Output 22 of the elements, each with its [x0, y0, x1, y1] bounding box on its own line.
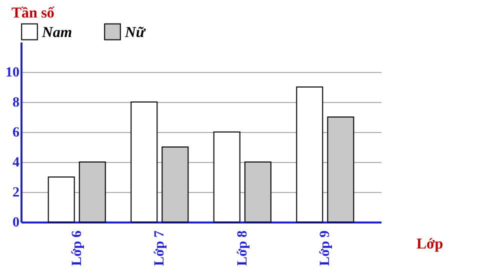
x-axis-title: Lớp	[416, 236, 444, 252]
x-tick-label: Lớp 9	[318, 230, 334, 266]
bar	[213, 132, 240, 222]
x-tick-label: Lớp 6	[70, 230, 85, 266]
x-tick-label: Lớp 7	[152, 230, 168, 266]
y-tick-label: 2	[12, 186, 20, 200]
bar	[244, 162, 272, 222]
x-tick-label: Lớp 8	[235, 230, 250, 266]
bar	[327, 116, 354, 222]
bar	[162, 146, 189, 222]
bar	[130, 102, 158, 222]
y-tick-label: 8	[12, 96, 20, 110]
y-tick-label: 4	[12, 156, 20, 170]
y-tick-label: 0	[12, 216, 20, 230]
y-axis-title: Tần số	[12, 6, 55, 22]
legend-label: Nữ	[124, 24, 146, 41]
legend-label: Nam	[41, 24, 72, 41]
bar	[48, 176, 75, 222]
y-tick-label: 6	[12, 126, 20, 140]
y-tick-label: 10	[6, 66, 20, 80]
bar	[296, 86, 324, 222]
bar	[78, 162, 106, 222]
